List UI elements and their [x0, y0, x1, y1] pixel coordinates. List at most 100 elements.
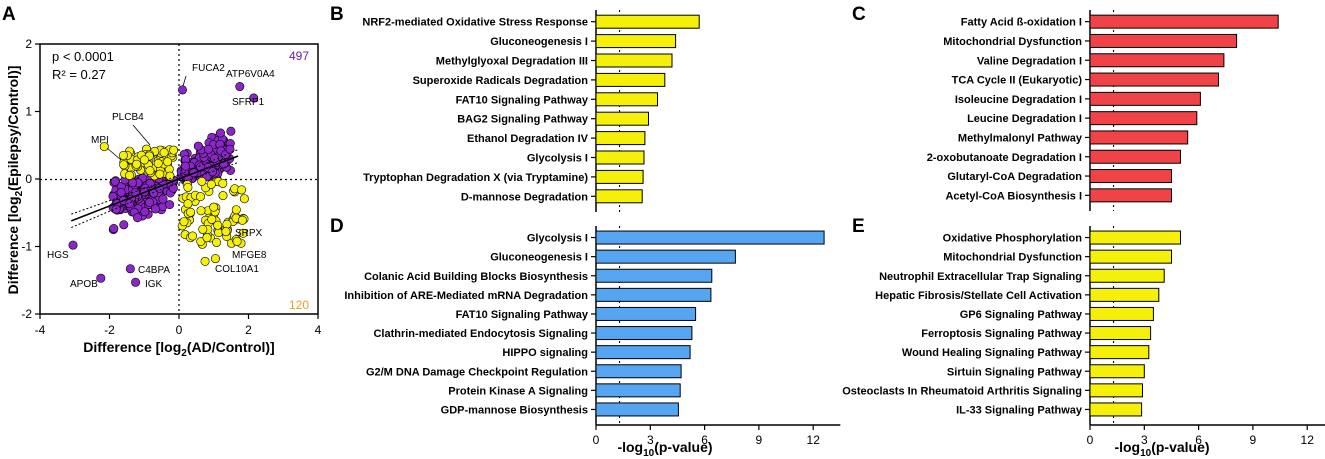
scatter-point-labeled — [210, 254, 220, 264]
scatter-point — [179, 217, 189, 227]
scatter-point — [159, 148, 169, 158]
bar — [595, 287, 712, 302]
bar — [595, 72, 666, 87]
bar-category-label: Glycolysis I — [527, 233, 588, 245]
bar-category-label: Valine Degradation I — [977, 55, 1082, 67]
y-tick-label: 2 — [25, 37, 32, 51]
bar-category-label: GP6 Signaling Pathway — [960, 309, 1083, 321]
point-label: FUCA2 — [192, 63, 225, 74]
bar-category-label: BAG2 Signaling Pathway — [457, 114, 589, 126]
bar-category-label: Methylglyoxal Degradation III — [436, 56, 588, 68]
scatter-point — [155, 169, 165, 179]
scatter-point — [186, 207, 196, 217]
scatter-point — [110, 177, 120, 187]
y-axis-title-sub: 2 — [14, 190, 25, 196]
scatter-point — [218, 191, 228, 201]
bar — [595, 383, 681, 398]
scatter-point — [237, 185, 247, 195]
x-tick-label: 0 — [593, 433, 600, 447]
scatter-point — [222, 219, 232, 229]
panel-label-c: C — [852, 4, 866, 25]
bar — [595, 268, 713, 283]
bar-category-label: Gluconeogenesis I — [490, 252, 588, 264]
scatter-point — [116, 187, 126, 197]
panel-label-d: D — [330, 216, 344, 237]
panel-c-bar-chart: C Fatty Acid ß-oxidation I Mitochondrial … — [852, 4, 1279, 211]
bar — [595, 92, 658, 107]
scatter-point — [125, 171, 135, 181]
scatter-point — [196, 192, 206, 202]
scatter-point — [145, 166, 155, 176]
scatter-point — [109, 224, 119, 234]
x-tick-label: 0 — [1087, 433, 1094, 447]
point-label: PLCB4 — [112, 112, 144, 123]
bar-category-label: NRF2-mediated Oxidative Stress Response — [362, 17, 588, 29]
scatter-point — [153, 158, 163, 168]
bar — [1089, 230, 1181, 245]
scatter-point-labeled — [96, 273, 106, 283]
x-tick-label: 6 — [1195, 433, 1202, 447]
bar — [1089, 249, 1172, 264]
scatter-point-labeled — [125, 264, 135, 274]
scatter-point — [139, 155, 149, 165]
bar — [1089, 326, 1152, 341]
point-label: SRPX — [235, 228, 263, 239]
scatter-point — [209, 202, 219, 212]
bar — [1089, 149, 1181, 164]
regression-line — [70, 155, 239, 222]
scatter-point-labeled — [99, 142, 109, 152]
scatter-point — [188, 231, 198, 241]
bar-category-label: HIPPO signaling — [502, 347, 588, 359]
bar — [595, 189, 643, 204]
point-label: ATP6V0A4 — [226, 69, 275, 80]
count-discordant: 120 — [289, 298, 309, 312]
bar — [595, 402, 679, 417]
bar-category-label: Inhibition of ARE-Mediated mRNA Degradat… — [344, 290, 588, 302]
panel-label-e: E — [852, 216, 865, 237]
bar-category-label: Fatty Acid ß-oxidation I — [961, 17, 1082, 29]
scatter-point — [108, 192, 118, 202]
bar — [1089, 169, 1172, 184]
scatter-point — [213, 220, 223, 230]
bar — [595, 111, 649, 126]
bar — [595, 169, 644, 184]
panel-d-bar-chart: D -log10(p-value) Glycolysis I Gluconeoge… — [330, 216, 841, 459]
point-label-leader — [132, 124, 151, 146]
bar-category-label: Glutaryl-CoA Degradation — [947, 171, 1082, 183]
bar — [1089, 188, 1172, 203]
x-axis-title-sub: 2 — [181, 348, 187, 359]
x-tick-label: 9 — [756, 433, 763, 447]
x-axis-title-d: -log10(p-value) — [617, 439, 712, 459]
bar — [595, 131, 646, 146]
bar-category-label: Gluconeogenesis I — [490, 36, 588, 48]
bar-category-label: FAT10 Signaling Pathway — [456, 94, 589, 106]
bar — [595, 14, 700, 29]
point-label: SFRP1 — [232, 97, 265, 108]
scatter-point — [231, 205, 241, 215]
bar-category-label: Wound Healing Signaling Pathway — [902, 347, 1083, 359]
scatter-point — [163, 157, 173, 167]
bar-category-label: IL-33 Signaling Pathway — [956, 404, 1083, 416]
bar — [595, 306, 697, 321]
bar — [1089, 402, 1143, 417]
bar-category-label: Colanic Acid Building Blocks Biosynthesi… — [364, 271, 588, 283]
bar-category-label: Superoxide Radicals Degradation — [413, 75, 589, 87]
scatter-point — [165, 200, 175, 210]
point-label: IGK — [145, 279, 163, 290]
scatter-point — [208, 167, 218, 177]
y-tick-label: -2 — [21, 307, 32, 321]
bar-category-label: Oxidative Phosphorylation — [943, 233, 1083, 245]
point-label: COL10A1 — [215, 264, 259, 275]
x-axis-title-pre: Difference [log — [83, 339, 181, 355]
bar — [1089, 33, 1238, 48]
regression-lines — [70, 149, 239, 229]
scatter-point — [169, 145, 179, 155]
scatter-point-labeled — [221, 227, 231, 237]
scatter-point — [204, 144, 214, 154]
x-tick-label: 12 — [1301, 433, 1315, 447]
scatter-point — [197, 176, 207, 186]
bar — [1089, 14, 1279, 29]
